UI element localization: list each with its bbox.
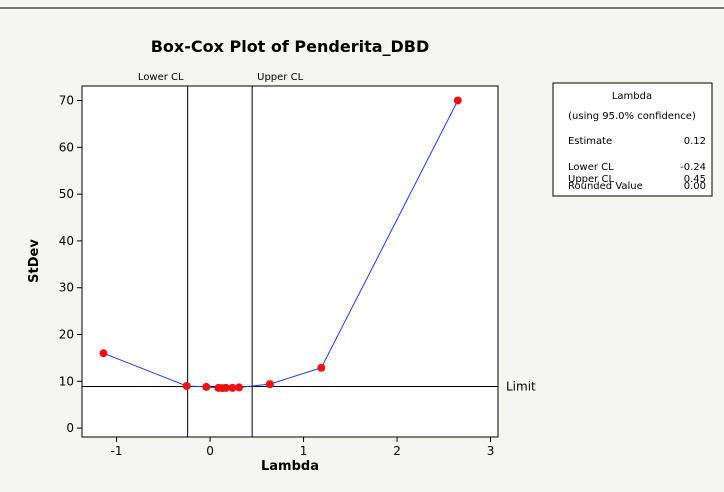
x-tick-label: 1: [300, 444, 308, 458]
ci-label: Upper CL: [257, 72, 303, 83]
x-tick-label: -1: [111, 444, 123, 458]
table-value: 0.00: [684, 181, 706, 192]
point: [228, 383, 237, 392]
table-label: Lower CL: [568, 162, 614, 173]
y-tick-label: 0: [66, 421, 74, 435]
table-value: 0.12: [684, 136, 706, 147]
point: [453, 96, 462, 105]
point: [182, 381, 191, 390]
table-label: Rounded Value: [568, 181, 643, 192]
y-tick-label: 50: [59, 187, 74, 201]
table-value: 0.45: [684, 174, 706, 185]
x-axis-label: Lambda: [261, 459, 319, 474]
y-tick-label: 60: [59, 140, 74, 154]
limit-label: Limit: [506, 379, 536, 393]
table-subtitle: (using 95.0% confidence): [568, 111, 696, 122]
y-tick-label: 70: [59, 94, 74, 108]
lambda-table: [552, 82, 713, 197]
table-label: Upper CL: [568, 174, 614, 185]
point: [235, 383, 244, 392]
x-tick-label: 2: [393, 444, 401, 458]
y-tick-label: 30: [59, 281, 74, 295]
point: [202, 382, 211, 391]
point: [99, 349, 108, 358]
chart-title: Box-Cox Plot of Penderita_DBD: [151, 37, 430, 56]
x-tick-label: 0: [206, 444, 214, 458]
point: [265, 380, 274, 389]
y-axis-label: StDev: [27, 239, 42, 283]
y-tick-label: 20: [59, 328, 74, 342]
y-tick-label: 10: [59, 374, 74, 388]
table-label: Estimate: [568, 136, 612, 147]
table-title: Lambda: [612, 91, 652, 102]
x-tick-label: 3: [487, 444, 495, 458]
plot-area: [81, 85, 499, 438]
point: [221, 383, 230, 392]
table-value: -0.24: [680, 162, 706, 173]
y-tick-label: 40: [59, 234, 74, 248]
ci-label: Lower CL: [138, 72, 184, 83]
point: [317, 363, 326, 372]
